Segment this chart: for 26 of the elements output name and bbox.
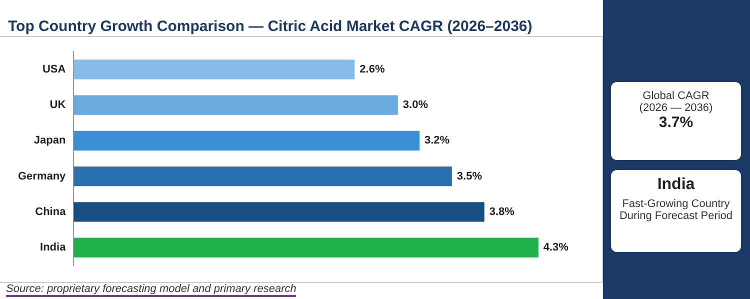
y-tick-label: China: [35, 206, 67, 218]
data-label: 3.2%: [424, 134, 450, 147]
data-label: 3.8%: [489, 206, 515, 218]
data-label: 3.5%: [456, 170, 482, 182]
bar: [74, 95, 398, 115]
text: During Forecast Period: [618, 210, 734, 222]
y-tick-label: UK: [50, 99, 66, 112]
bar: [74, 202, 484, 222]
y-tick-label: Japan: [34, 134, 66, 147]
text: India: [656, 176, 696, 194]
bar: [74, 60, 355, 80]
bar: [74, 166, 452, 186]
data-label: 2.6%: [360, 63, 385, 76]
text: 3.7%: [658, 114, 694, 131]
y-tick-label: India: [40, 242, 67, 254]
text: Global CAGR: [642, 90, 710, 102]
text: Fast-Growing Country: [621, 198, 731, 210]
chart-title: Top Country Growth Comparison — Citric Acid Market CAGR (2026–2036): [8, 18, 534, 35]
y-tick-label: USA: [42, 63, 66, 76]
y-tick-label: Germany: [18, 170, 67, 182]
bar: [74, 238, 538, 258]
data-label: 3.0%: [402, 99, 428, 112]
source-note: Source: proprietary forecasting model and primary research: [6, 283, 296, 297]
bar: [74, 130, 420, 150]
text: (2026 — 2036): [638, 102, 714, 114]
data-label: 4.3%: [543, 242, 569, 254]
